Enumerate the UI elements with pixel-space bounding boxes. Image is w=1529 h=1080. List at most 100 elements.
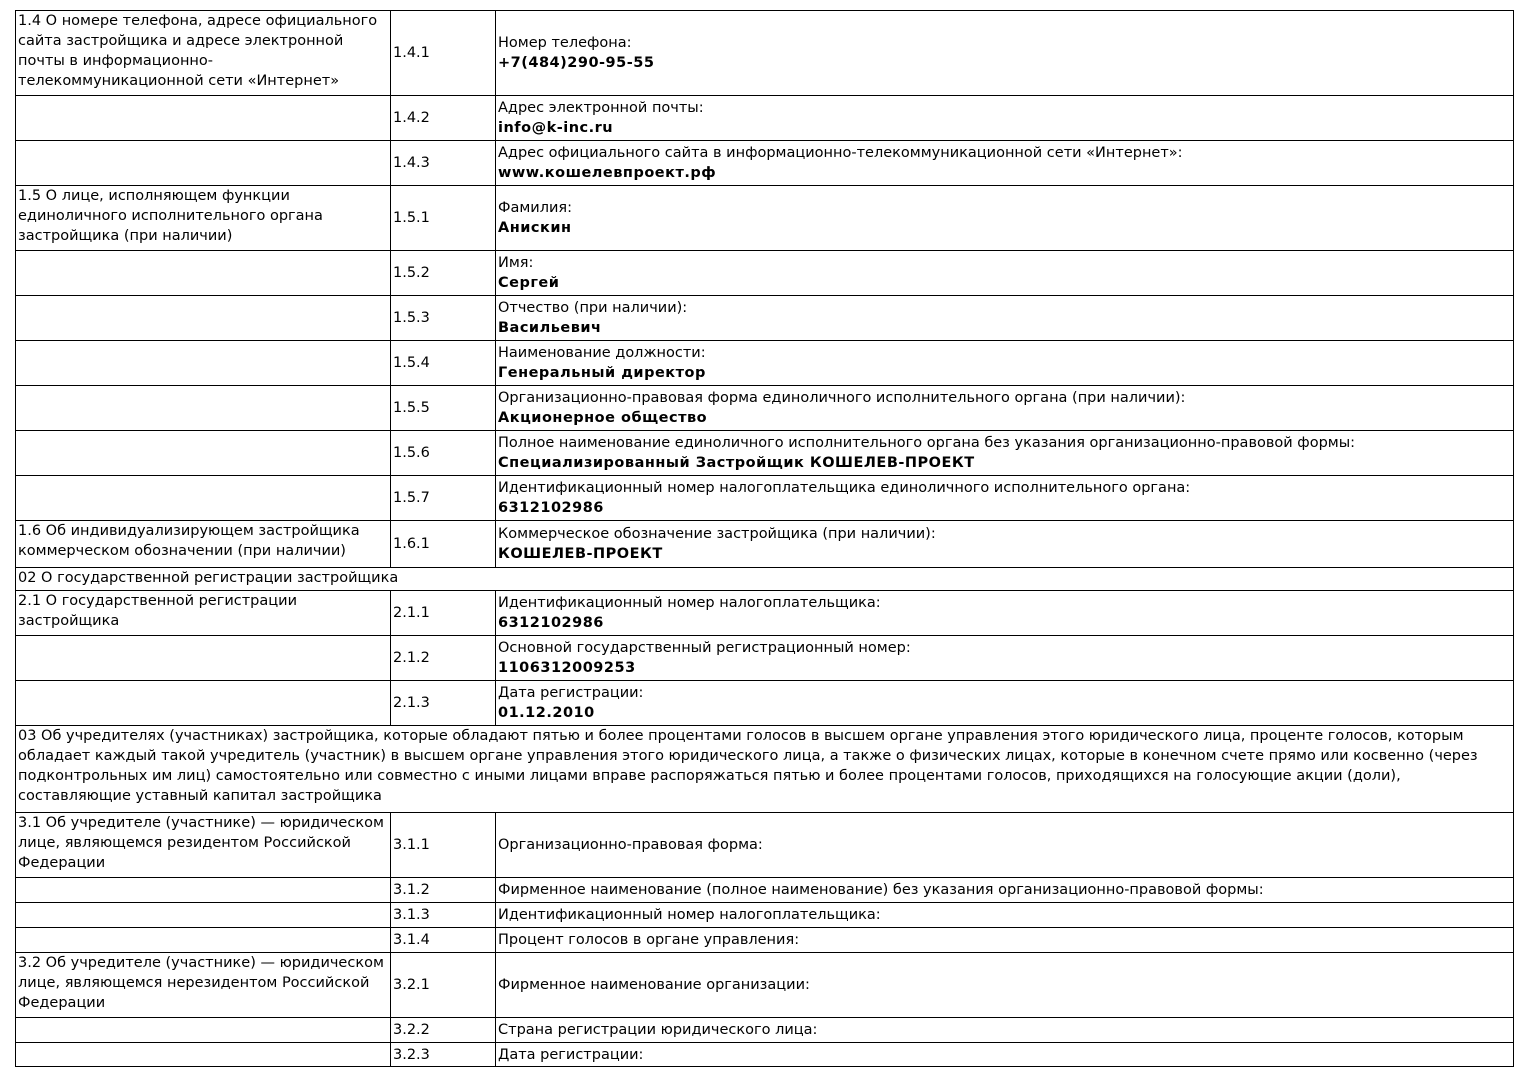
- table-row: 2.1.2 Основной государственный регистраци…: [15, 635, 1514, 681]
- item-cell: Адрес электронной почты: info@k-inc.ru: [495, 95, 1514, 141]
- item-value: www.кошелевпроект.рф: [498, 165, 717, 181]
- table-row: 3.1.2 Фирменное наименование (полное наим…: [15, 877, 1514, 903]
- section-title: 1.5 О лице, исполняющем функции единолич…: [15, 185, 391, 251]
- item-label: Страна регистрации юридического лица:: [498, 1022, 818, 1038]
- section-title: [15, 385, 391, 431]
- item-code: 2.1.1: [390, 590, 496, 636]
- item-cell: Наименование должности: Генеральный дирек…: [495, 340, 1514, 386]
- table-row: 1.5.7 Идентификационный номер налогоплате…: [15, 475, 1514, 521]
- item-label: Идентификационный номер налогоплательщик…: [498, 595, 881, 611]
- table-row: 1.5.3 Отчество (при наличии): Васильевич: [15, 295, 1514, 341]
- item-label: Организационно-правовая форма:: [498, 837, 763, 853]
- section-title: [15, 95, 391, 141]
- table-row: 1.5.6 Полное наименование единоличного ис…: [15, 430, 1514, 476]
- table-row: 1.4.3 Адрес официального сайта в информац…: [15, 140, 1514, 186]
- item-cell: Идентификационный номер налогоплательщик…: [495, 902, 1514, 928]
- table-row: 3.2.2 Страна регистрации юридического лиц…: [15, 1017, 1514, 1043]
- item-cell: Дата регистрации: 01.12.2010: [495, 680, 1514, 726]
- item-label: Процент голосов в органе управления:: [498, 932, 800, 948]
- item-code: 3.2.1: [390, 952, 496, 1018]
- item-cell: Фирменное наименование организации:: [495, 952, 1514, 1018]
- item-code: 1.4.3: [390, 140, 496, 186]
- item-code: 2.1.3: [390, 680, 496, 726]
- item-code: 1.4.2: [390, 95, 496, 141]
- item-label: Дата регистрации:: [498, 1046, 644, 1063]
- item-value: Специализированный Застройщик КОШЕЛЕВ-ПР…: [498, 455, 975, 471]
- item-value: Генеральный директор: [498, 365, 706, 381]
- item-code: 1.5.2: [390, 250, 496, 296]
- section-title: [15, 902, 391, 928]
- section-heading-row: 03 Об учредителях (участниках) застройщи…: [15, 725, 1514, 813]
- item-label: Коммерческое обозначение застройщика (пр…: [498, 526, 936, 542]
- item-code: 1.5.6: [390, 430, 496, 476]
- section-title: [15, 877, 391, 903]
- section-title: [15, 1042, 391, 1067]
- item-value: 6312102986: [498, 500, 604, 516]
- table-row: 3.1.3 Идентификационный номер налогоплате…: [15, 902, 1514, 928]
- item-cell: Адрес официального сайта в информационно…: [495, 140, 1514, 186]
- item-code: 3.1.3: [390, 902, 496, 928]
- item-label: Основной государственный регистрационный…: [498, 640, 911, 656]
- item-value: Васильевич: [498, 320, 602, 336]
- section-title: [15, 1017, 391, 1043]
- table-row: 3.2.3 Дата регистрации:: [15, 1042, 1514, 1067]
- item-code: 1.4.1: [390, 10, 496, 96]
- section-title: [15, 927, 391, 953]
- item-cell: Коммерческое обозначение застройщика (пр…: [495, 520, 1514, 568]
- section-heading: 02 О государственной регистрации застрой…: [15, 567, 1514, 591]
- table-row: 2.1 О государственной регистрации застро…: [15, 590, 1514, 636]
- section-title: 3.1 Об учредителе (участнике) — юридичес…: [15, 812, 391, 878]
- item-code: 3.2.3: [390, 1042, 496, 1067]
- table-row: 1.4.2 Адрес электронной почты: info@k-inc.…: [15, 95, 1514, 141]
- item-value: Акционерное общество: [498, 410, 708, 426]
- item-cell: Дата регистрации:: [495, 1042, 1514, 1067]
- item-code: 3.2.2: [390, 1017, 496, 1043]
- table-row: 2.1.3 Дата регистрации: 01.12.2010: [15, 680, 1514, 726]
- item-cell: Фирменное наименование (полное наименова…: [495, 877, 1514, 903]
- item-value: Сергей: [498, 275, 560, 291]
- section-title: 1.4 О номере телефона, адресе официально…: [15, 10, 391, 96]
- item-value: info@k-inc.ru: [498, 120, 614, 136]
- item-cell: Процент голосов в органе управления:: [495, 927, 1514, 953]
- table-row: 1.5.2 Имя: Сергей: [15, 250, 1514, 296]
- item-code: 1.6.1: [390, 520, 496, 568]
- section-heading: 03 Об учредителях (участниках) застройщи…: [15, 725, 1514, 813]
- item-cell: Идентификационный номер налогоплательщик…: [495, 475, 1514, 521]
- item-cell: Основной государственный регистрационный…: [495, 635, 1514, 681]
- section-title: [15, 340, 391, 386]
- item-cell: Идентификационный номер налогоплательщик…: [495, 590, 1514, 636]
- section-title: [15, 475, 391, 521]
- item-value: КОШЕЛЕВ-ПРОЕКТ: [498, 546, 663, 562]
- item-label: Дата регистрации:: [498, 685, 644, 701]
- item-value: 01.12.2010: [498, 705, 595, 721]
- section-title: 3.2 Об учредителе (участнике) — юридичес…: [15, 952, 391, 1018]
- item-code: 1.5.7: [390, 475, 496, 521]
- item-code: 1.5.4: [390, 340, 496, 386]
- item-value: Анискин: [498, 220, 572, 236]
- item-code: 3.1.4: [390, 927, 496, 953]
- item-label: Адрес электронной почты:: [498, 100, 704, 116]
- item-code: 1.5.5: [390, 385, 496, 431]
- table-row: 3.2 Об учредителе (участнике) — юридичес…: [15, 952, 1514, 1018]
- section-title: [15, 635, 391, 681]
- item-label: Фирменное наименование организации:: [498, 977, 810, 993]
- section-title: [15, 430, 391, 476]
- developer-info-table: 1.4 О номере телефона, адресе официально…: [15, 10, 1514, 1067]
- section-title: 2.1 О государственной регистрации застро…: [15, 590, 391, 636]
- item-label: Отчество (при наличии):: [498, 300, 688, 316]
- item-code: 3.1.1: [390, 812, 496, 878]
- item-value: +7(484)290-95-55: [498, 55, 655, 71]
- table-row: 1.5.5 Организационно-правовая форма едино…: [15, 385, 1514, 431]
- item-label: Наименование должности:: [498, 345, 706, 361]
- table-row: 3.1 Об учредителе (участнике) — юридичес…: [15, 812, 1514, 878]
- item-cell: Полное наименование единоличного исполни…: [495, 430, 1514, 476]
- item-code: 2.1.2: [390, 635, 496, 681]
- item-code: 1.5.3: [390, 295, 496, 341]
- item-label: Идентификационный номер налогоплательщик…: [498, 480, 1191, 496]
- section-heading-row: 02 О государственной регистрации застрой…: [15, 567, 1514, 591]
- item-cell: Фамилия: Анискин: [495, 185, 1514, 251]
- table-row: 1.5 О лице, исполняющем функции единолич…: [15, 185, 1514, 251]
- item-value: 6312102986: [498, 615, 604, 631]
- item-label: Организационно-правовая форма единолично…: [498, 390, 1186, 406]
- item-cell: Отчество (при наличии): Васильевич: [495, 295, 1514, 341]
